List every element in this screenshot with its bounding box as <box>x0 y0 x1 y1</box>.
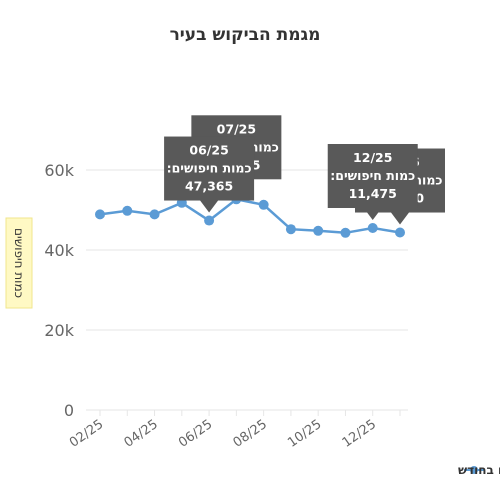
tooltip-label: כמות חיפושים: <box>167 161 252 176</box>
y-tick-label: 0 <box>64 401 74 420</box>
x-axis-ticks: 02/25 04/25 06/25 08/25 10/25 12/25 <box>67 417 379 451</box>
tooltip-box <box>327 144 418 208</box>
data-point[interactable] <box>149 209 160 220</box>
tooltip-date: 07/25 <box>217 121 256 136</box>
x-tick-label: 06/25 <box>176 417 215 451</box>
x-tick-label: 12/25 <box>340 417 379 451</box>
tooltip-label: כמות חיפושים: <box>330 168 415 183</box>
x-tick-label: 10/25 <box>285 417 324 451</box>
legend-label: חיפושים בחודש <box>458 463 500 477</box>
data-point[interactable] <box>340 227 351 238</box>
data-point[interactable] <box>285 224 296 235</box>
y-tick-label: 60k <box>44 161 74 180</box>
y-axis-label-text: כמות חיפושים <box>12 228 26 298</box>
data-point[interactable] <box>395 227 405 238</box>
tooltip-pointer <box>391 212 409 225</box>
tooltip-pointer <box>200 200 219 213</box>
x-tick-label: 08/25 <box>231 417 270 451</box>
data-point[interactable] <box>313 225 324 236</box>
data-point[interactable] <box>258 199 269 210</box>
tooltip-value: 47,365 <box>185 179 233 194</box>
y-tick-label: 40k <box>44 241 74 260</box>
legend[interactable]: חיפושים בחודש <box>458 463 500 477</box>
data-point[interactable] <box>367 223 378 233</box>
data-point[interactable] <box>122 205 133 216</box>
tooltip-box <box>164 136 255 201</box>
tooltip-date: 12/25 <box>353 150 392 165</box>
y-axis-ticks: 0 20k 40k 60k <box>44 161 74 420</box>
tooltip-date: 06/25 <box>189 143 228 158</box>
chart-title: מגמת הביקוש בעיר <box>170 25 321 45</box>
data-point[interactable] <box>95 209 105 220</box>
tooltip-pointer <box>363 208 382 220</box>
data-point[interactable] <box>204 215 215 226</box>
y-tick-label: 20k <box>44 321 74 340</box>
tooltip-value: 11,475 <box>349 186 397 201</box>
y-axis-label: כמות חיפושים <box>5 217 33 309</box>
tooltip: 12/25 כמות חיפושים: 11,475 <box>327 144 418 220</box>
x-tick-label: 02/25 <box>67 417 106 451</box>
tooltip: 06/25 כמות חיפושים: 47,365 <box>164 136 255 213</box>
x-tick-label: 04/25 <box>122 417 161 451</box>
